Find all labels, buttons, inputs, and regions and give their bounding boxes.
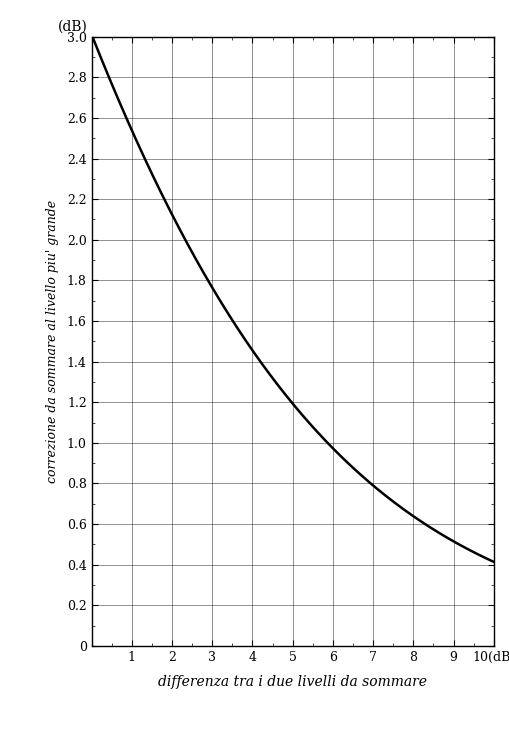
- X-axis label: differenza tra i due livelli da sommare: differenza tra i due livelli da sommare: [158, 675, 427, 689]
- Text: (dB): (dB): [58, 20, 88, 34]
- Y-axis label: correzione da sommare al livello piu' grande: correzione da sommare al livello piu' gr…: [45, 200, 59, 483]
